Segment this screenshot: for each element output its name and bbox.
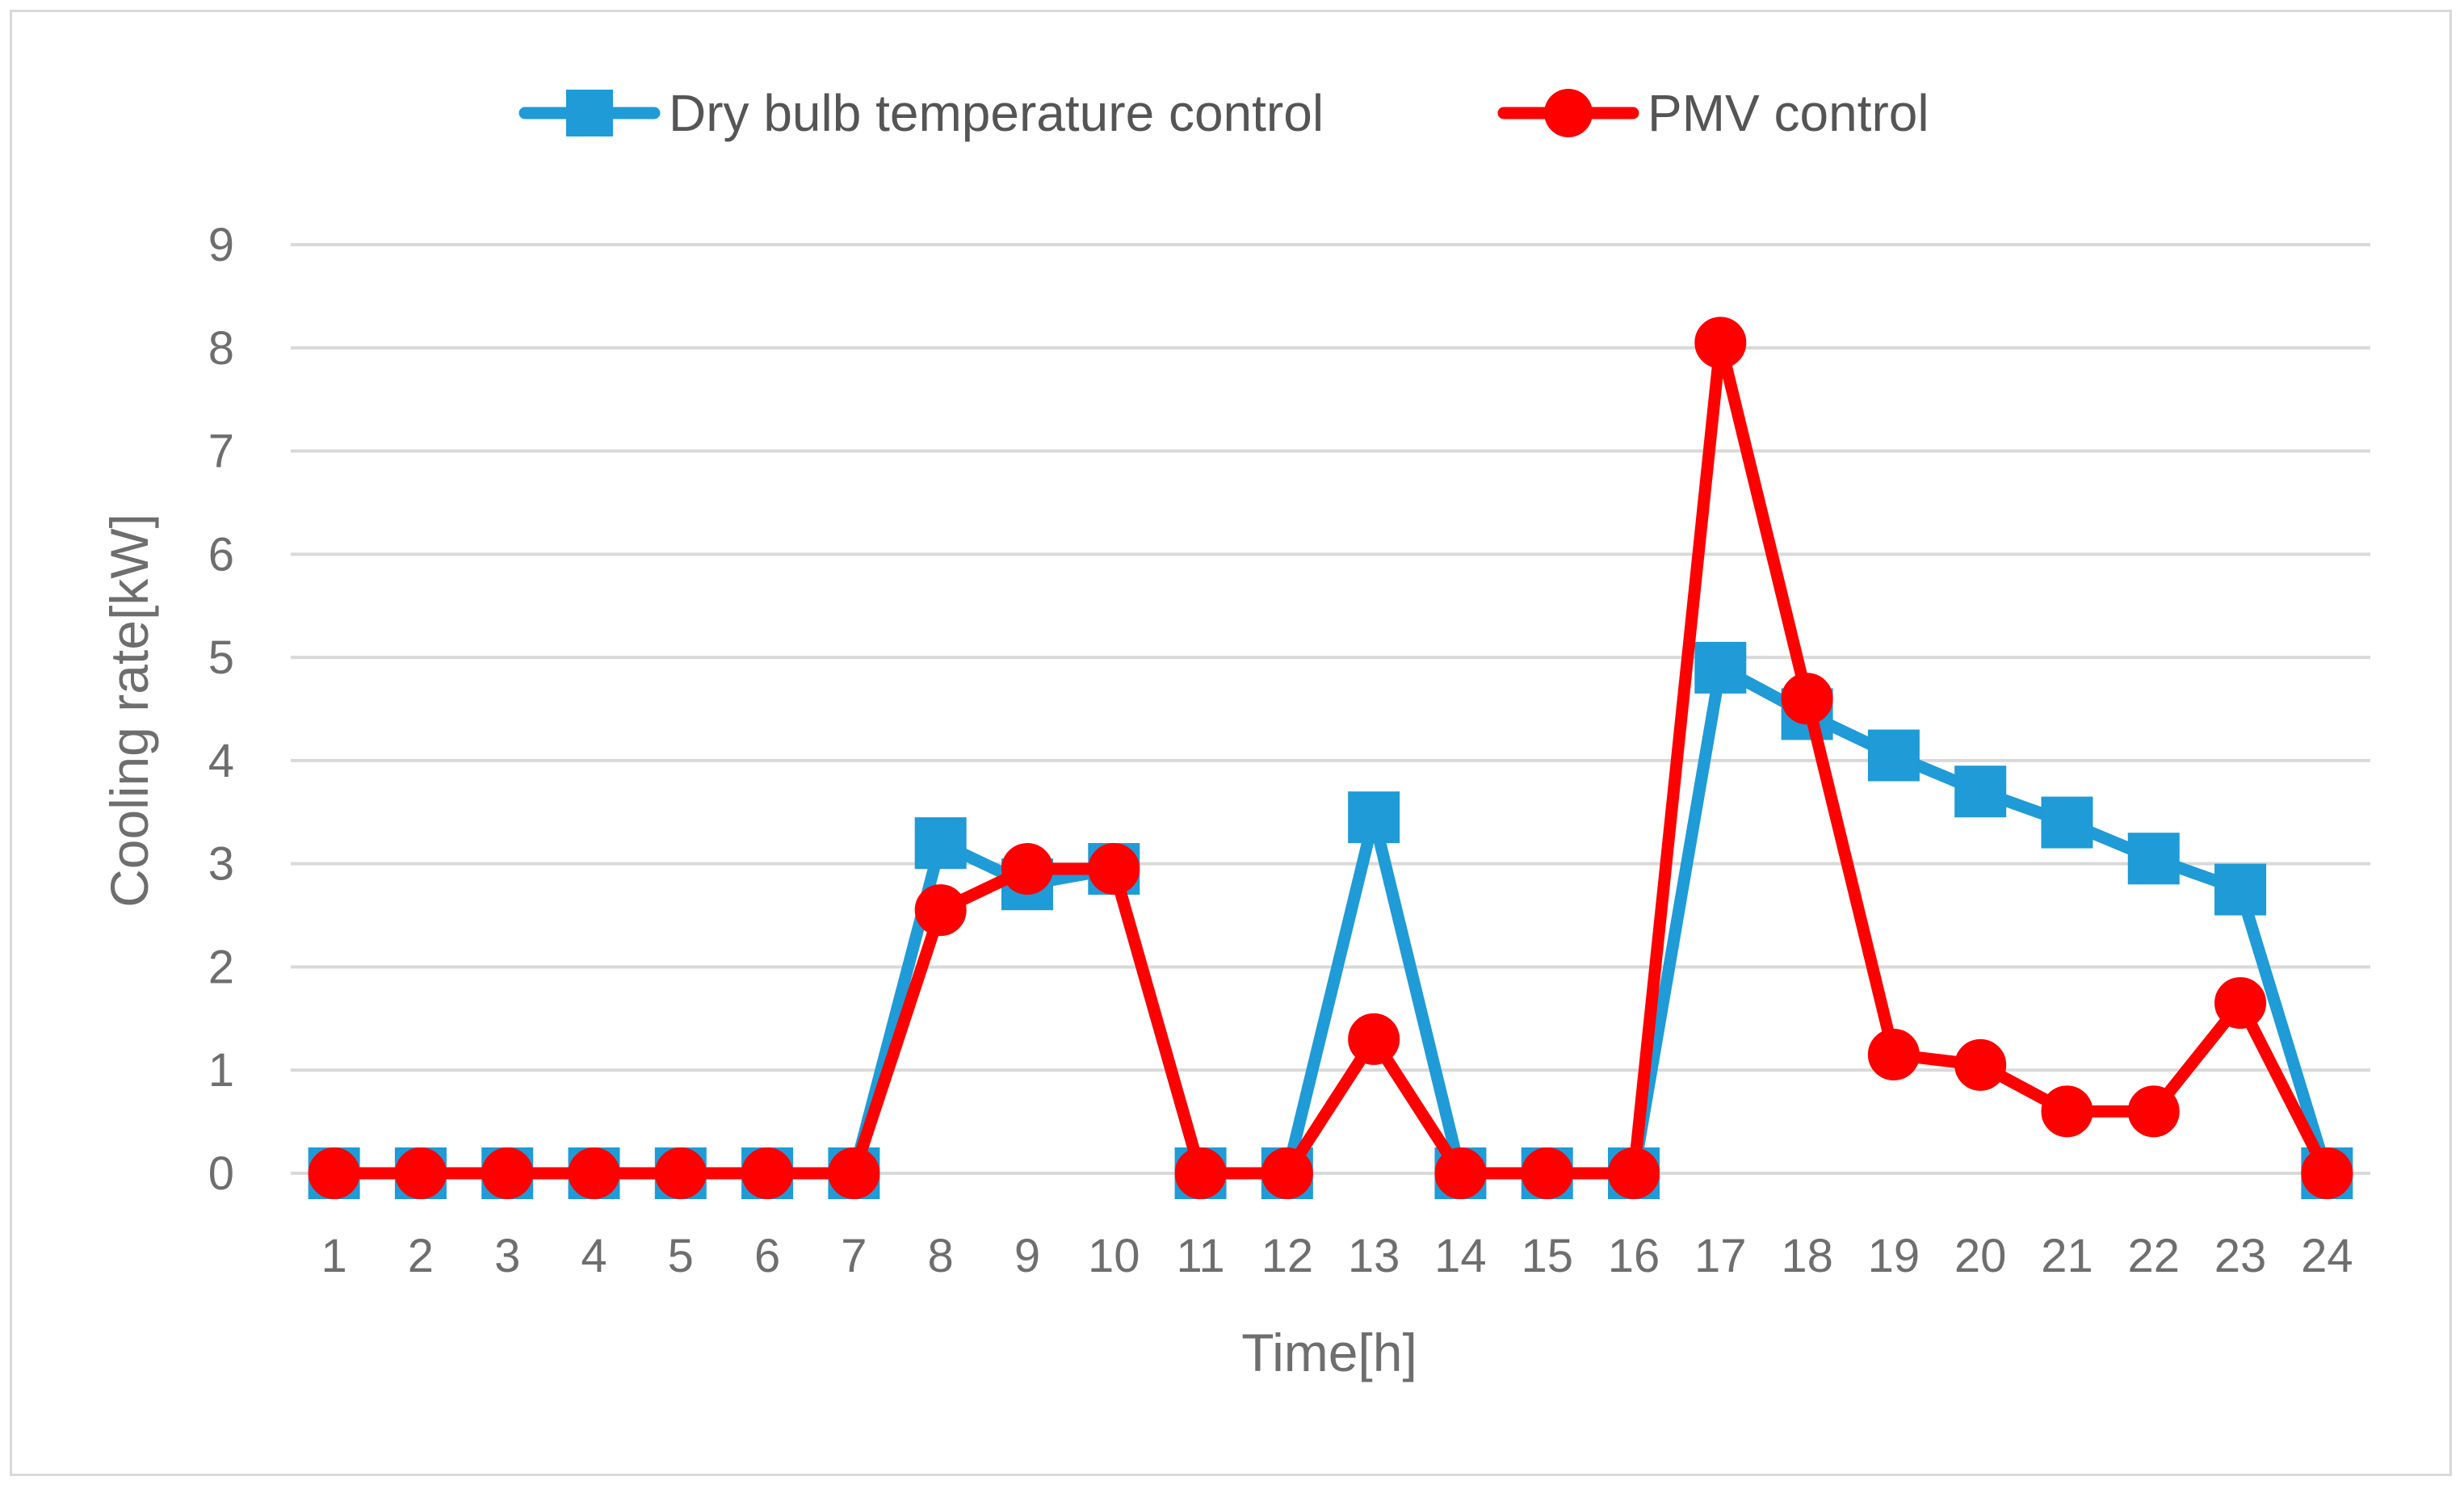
x-tick-label: 10 bbox=[1088, 1230, 1140, 1282]
x-tick-label: 14 bbox=[1434, 1230, 1487, 1282]
data-point-circle bbox=[2041, 1085, 2093, 1138]
data-point-square bbox=[2041, 796, 2093, 849]
x-axis-title: Time[h] bbox=[1241, 1323, 1417, 1382]
series-pmv bbox=[308, 317, 2353, 1199]
y-tick-label: 8 bbox=[208, 322, 234, 375]
data-point-square bbox=[2127, 833, 2180, 885]
data-point-circle bbox=[914, 884, 967, 937]
gridlines bbox=[291, 243, 2370, 1175]
data-point-square bbox=[1348, 791, 1400, 844]
data-point-circle bbox=[828, 1147, 880, 1199]
x-tick-label: 4 bbox=[581, 1230, 607, 1282]
legend-label: Dry bulb temperature control bbox=[669, 84, 1324, 142]
x-tick-label: 15 bbox=[1521, 1230, 1573, 1282]
legend-marker-circle bbox=[1544, 89, 1593, 137]
x-tick-label: 23 bbox=[2214, 1230, 2267, 1282]
y-tick-label: 1 bbox=[208, 1044, 234, 1097]
legend: Dry bulb temperature control PMV control bbox=[518, 84, 1929, 142]
y-tick-label: 7 bbox=[208, 426, 234, 478]
data-point-square bbox=[1694, 641, 1747, 694]
data-point-circle bbox=[2301, 1147, 2353, 1199]
data-point-circle bbox=[1434, 1147, 1487, 1199]
x-tick-label: 3 bbox=[494, 1230, 520, 1282]
data-point-circle bbox=[308, 1147, 360, 1199]
data-point-circle bbox=[2127, 1085, 2180, 1138]
x-tick-label: 5 bbox=[668, 1230, 694, 1282]
x-tick-label: 17 bbox=[1694, 1230, 1747, 1282]
x-tick-label: 24 bbox=[2301, 1230, 2353, 1282]
x-tick-label: 21 bbox=[2041, 1230, 2093, 1282]
x-tick-labels: 1 2 3 4 5 6 7 8 9 10 11 12 13 14 15 16 17 18 19 20 21 22 23 24 bbox=[321, 1230, 2353, 1282]
x-tick-label: 12 bbox=[1261, 1230, 1314, 1282]
x-tick-label: 7 bbox=[841, 1230, 867, 1282]
x-tick-label: 6 bbox=[754, 1230, 780, 1282]
y-axis-title: Cooling rate[kW] bbox=[99, 514, 159, 908]
x-tick-label: 1 bbox=[321, 1230, 347, 1282]
y-tick-label: 4 bbox=[208, 735, 234, 787]
y-tick-label: 5 bbox=[208, 631, 234, 684]
data-point-square bbox=[2214, 863, 2267, 916]
x-tick-label: 13 bbox=[1348, 1230, 1400, 1282]
data-point-circle bbox=[1608, 1147, 1660, 1199]
x-tick-label: 8 bbox=[928, 1230, 954, 1282]
data-point-circle bbox=[1954, 1038, 2007, 1091]
data-point-circle bbox=[741, 1147, 794, 1199]
chart-frame bbox=[10, 10, 2452, 1476]
series-group bbox=[308, 317, 2353, 1199]
legend-item: PMV control bbox=[1497, 84, 1929, 142]
data-point-circle bbox=[1174, 1147, 1227, 1199]
legend-label: PMV control bbox=[1648, 84, 1929, 142]
series-line bbox=[328, 336, 2333, 1180]
x-tick-label: 18 bbox=[1781, 1230, 1833, 1282]
x-tick-label: 11 bbox=[1176, 1230, 1224, 1282]
data-point-circle bbox=[2214, 977, 2267, 1030]
data-point-circle bbox=[481, 1147, 534, 1199]
data-point-circle bbox=[1001, 843, 1053, 895]
data-point-square bbox=[1954, 765, 2007, 818]
data-point-circle bbox=[1694, 317, 1747, 369]
data-point-circle bbox=[1088, 843, 1140, 895]
legend-item: Dry bulb temperature control bbox=[518, 84, 1324, 142]
legend-marker-square bbox=[566, 90, 613, 136]
x-tick-label: 16 bbox=[1608, 1230, 1660, 1282]
data-point-square bbox=[1867, 729, 1920, 782]
data-point-circle bbox=[568, 1147, 620, 1199]
y-tick-label: 0 bbox=[208, 1147, 234, 1200]
data-point-circle bbox=[1867, 1029, 1920, 1081]
y-tick-label: 2 bbox=[208, 941, 234, 993]
data-point-circle bbox=[1261, 1147, 1313, 1199]
data-point-square bbox=[914, 817, 967, 870]
data-point-circle bbox=[1521, 1147, 1573, 1199]
data-point-circle bbox=[1348, 1013, 1400, 1065]
x-tick-label: 20 bbox=[1954, 1230, 2007, 1282]
x-tick-label: 2 bbox=[408, 1230, 434, 1282]
data-point-circle bbox=[654, 1147, 707, 1199]
y-tick-label: 3 bbox=[208, 838, 234, 891]
y-tick-label: 9 bbox=[208, 219, 234, 271]
x-tick-label: 19 bbox=[1868, 1230, 1920, 1282]
y-tick-label: 6 bbox=[208, 528, 234, 581]
x-tick-label: 22 bbox=[2128, 1230, 2181, 1282]
x-tick-label: 9 bbox=[1014, 1230, 1040, 1282]
data-point-circle bbox=[1781, 673, 1833, 725]
data-point-circle bbox=[394, 1147, 447, 1199]
y-tick-labels: 0 1 2 3 4 5 6 7 8 9 bbox=[208, 219, 234, 1200]
